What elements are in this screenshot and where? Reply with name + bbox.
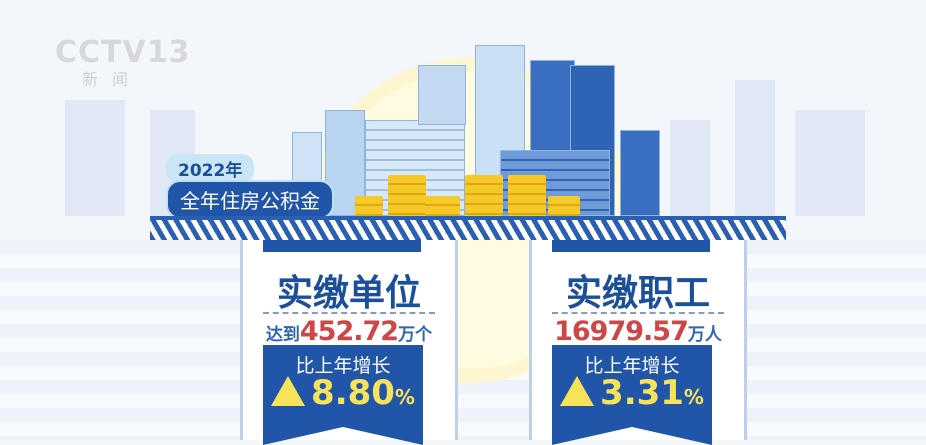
growth-value: 8.80%	[263, 373, 423, 413]
card-title: 实缴职工	[565, 273, 710, 314]
growth-label: 比上年增长	[584, 355, 680, 377]
card-value: 16979.57万人	[532, 316, 744, 347]
card-cap	[263, 240, 421, 252]
card-title: 实缴单位	[276, 273, 421, 314]
hatched-banner	[150, 216, 786, 240]
cctv-logo-sub: 新闻	[82, 70, 143, 89]
divider	[263, 312, 435, 314]
year-label: 2022年	[166, 154, 255, 183]
card-cap	[552, 240, 710, 252]
growth-number: 8.80	[311, 373, 395, 413]
topic-label: 全年住房公积金	[166, 180, 334, 219]
growth-label: 比上年增长	[295, 355, 391, 377]
card-employees: 实缴职工 16979.57万人 比上年增长 3.31%	[529, 240, 747, 445]
cctv-logo: CCTV13	[55, 35, 191, 70]
value-number: 452.72	[299, 316, 399, 347]
growth-number: 3.31	[600, 373, 684, 413]
value-unit: 万个	[398, 325, 433, 345]
divider	[552, 312, 724, 314]
value-unit: 万人	[687, 325, 722, 345]
percent-sign: %	[683, 385, 704, 409]
card-value: 达到452.72万个	[243, 316, 455, 347]
up-triangle-icon	[560, 376, 595, 406]
growth-box: 比上年增长 3.31%	[552, 345, 712, 445]
growth-box: 比上年增长 8.80%	[263, 345, 423, 445]
growth-value: 3.31%	[552, 373, 712, 413]
card-units: 实缴单位 达到452.72万个 比上年增长 8.80%	[240, 240, 458, 445]
up-triangle-icon	[271, 376, 306, 406]
value-prefix: 达到	[265, 325, 300, 345]
value-number: 16979.57	[554, 316, 689, 347]
percent-sign: %	[394, 385, 415, 409]
